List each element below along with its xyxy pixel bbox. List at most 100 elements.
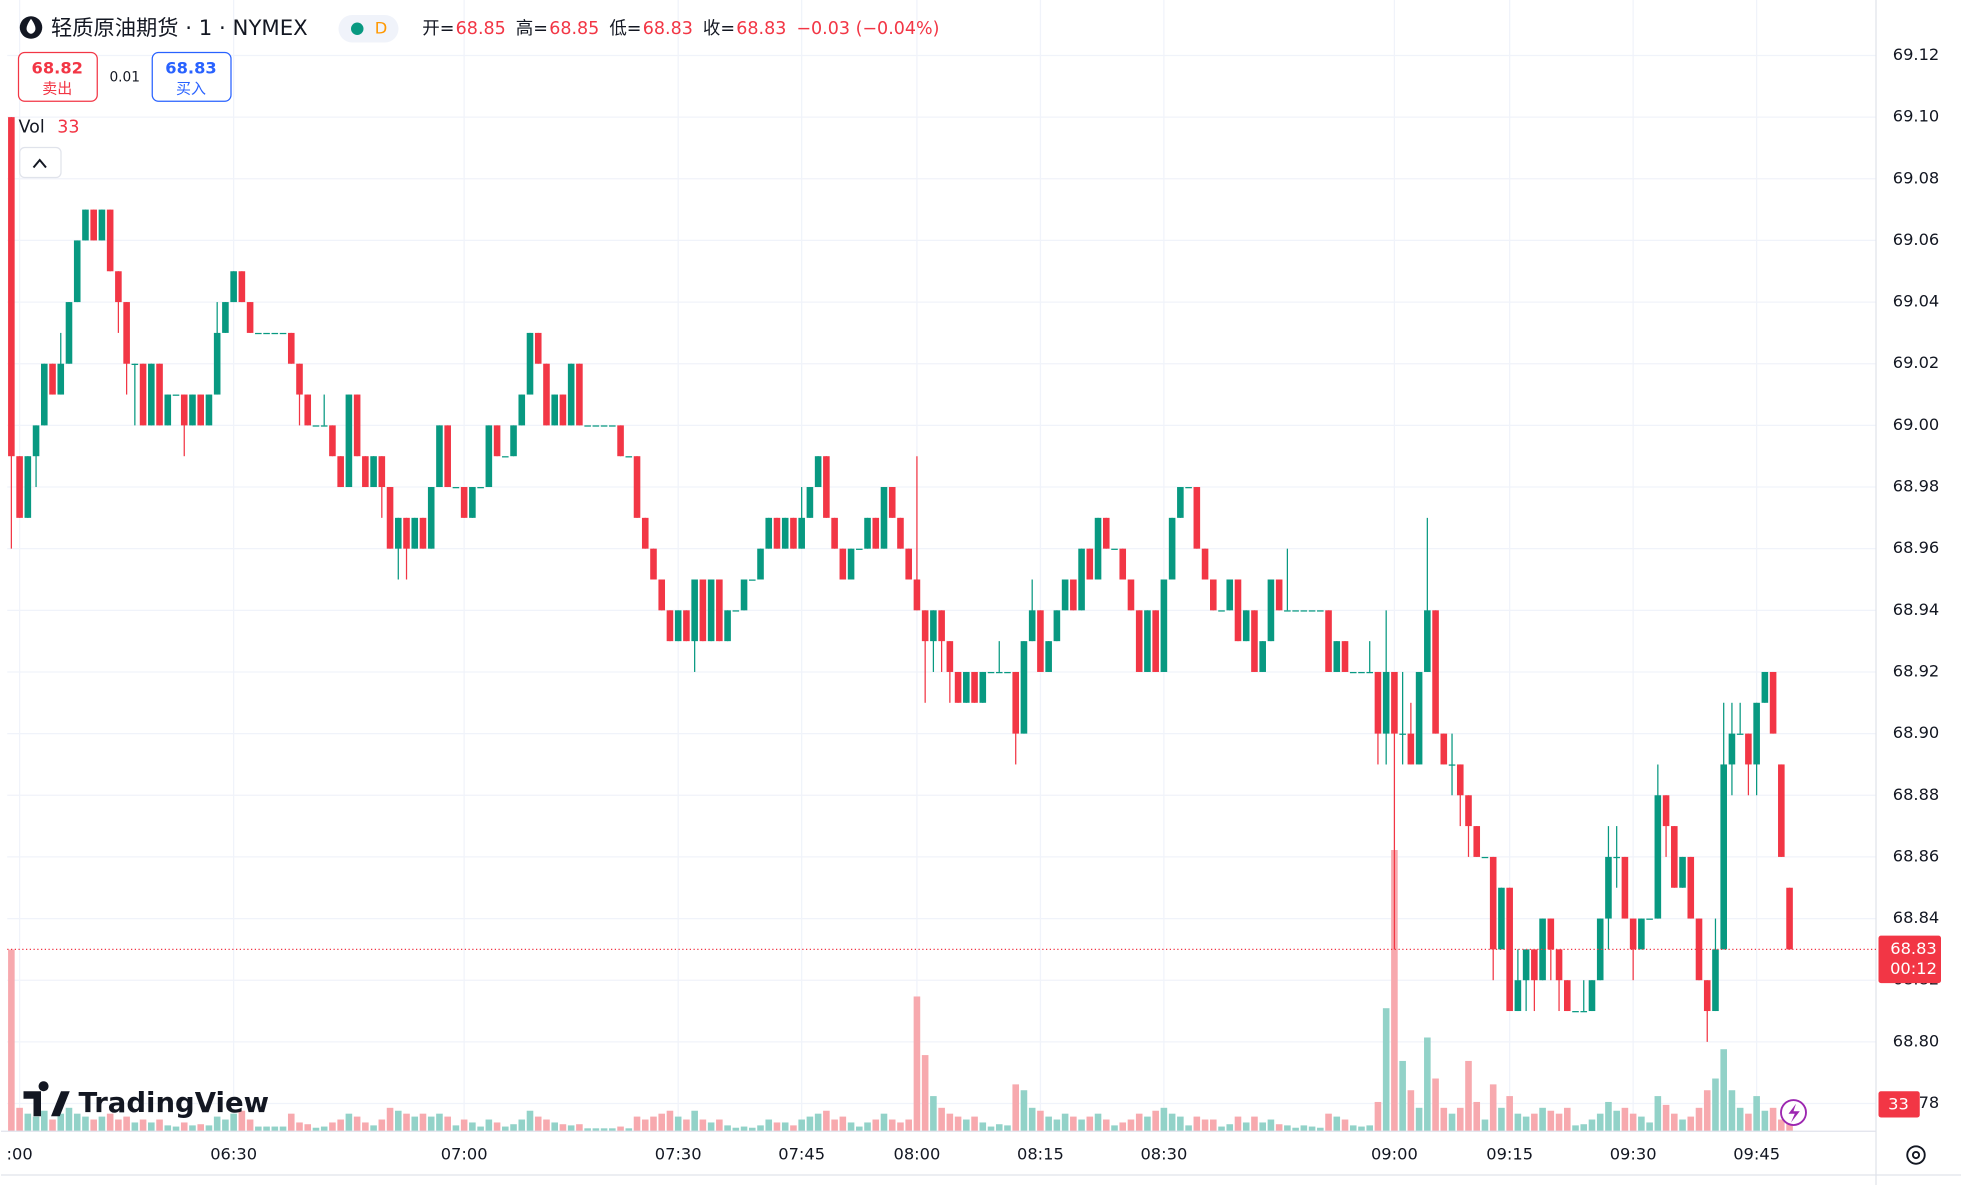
candle-body: [115, 271, 122, 303]
candle-body: [963, 671, 970, 703]
candle-body: [691, 579, 698, 642]
candle-body: [296, 363, 303, 395]
volume-bar: [864, 1122, 871, 1132]
volume-bar: [1761, 1110, 1769, 1132]
candle-body: [543, 363, 550, 426]
volume-bar: [716, 1119, 723, 1132]
sell-button[interactable]: [17, 51, 98, 102]
candle-body: [1177, 487, 1184, 518]
candle-body: [1720, 764, 1727, 950]
candle-body: [287, 332, 295, 364]
volume-bar: [1218, 1126, 1225, 1132]
spread: 0.01: [109, 70, 140, 86]
volume-bar: [469, 1122, 476, 1132]
volume-bar: [650, 1116, 657, 1132]
volume-bar: [600, 1128, 608, 1132]
candle-body: [576, 363, 583, 426]
volume-bar: [1210, 1119, 1217, 1132]
volume-bar: [1399, 1060, 1406, 1132]
candle-body: [304, 394, 312, 426]
volume-bar: [724, 1125, 731, 1132]
volume-bar: [427, 1116, 435, 1132]
volume-bar: [658, 1113, 666, 1132]
volume-bar: [625, 1128, 633, 1132]
volume-bar: [73, 1113, 81, 1132]
volume-bar: [823, 1110, 830, 1132]
x-tick-label: 07:30: [655, 1145, 702, 1164]
badge-label: D: [375, 18, 388, 37]
volume-bar: [1745, 1113, 1752, 1132]
candle-body: [1391, 671, 1398, 734]
volume-bar: [699, 1119, 707, 1132]
x-tick-label: 08:15: [1017, 1145, 1064, 1164]
candle-body: [189, 394, 196, 426]
volume-bar: [748, 1127, 756, 1132]
candle-body: [872, 517, 880, 549]
volume-bar: [386, 1107, 394, 1132]
candle-body: [633, 456, 641, 518]
candle-body: [90, 209, 97, 241]
volume-bar: [1629, 1113, 1637, 1132]
candle-body: [921, 610, 929, 642]
y-tick-label: 69.02: [1893, 353, 1940, 372]
candle-body: [1498, 887, 1505, 950]
status-badge[interactable]: [338, 15, 399, 43]
volume-bar: [287, 1113, 295, 1132]
volume-bar: [1613, 1110, 1620, 1132]
volume-bar: [1127, 1119, 1135, 1132]
candle-body: [1432, 610, 1439, 734]
collapse-button[interactable]: [19, 146, 62, 179]
candle-body: [1349, 671, 1357, 674]
candle-body: [1753, 702, 1760, 765]
candle-body: [551, 394, 558, 426]
candle-body: [1563, 980, 1571, 1012]
buy-button[interactable]: [151, 51, 232, 102]
volume-bar: [1769, 1107, 1777, 1132]
candle-body: [1629, 918, 1637, 950]
lightning-icon: [1788, 1103, 1800, 1123]
volume-bar: [913, 996, 921, 1132]
candle-body: [641, 517, 649, 549]
volume-bar: [534, 1116, 542, 1132]
candle-body: [913, 579, 921, 611]
y-tick-label: 69.08: [1893, 168, 1940, 187]
ohlc-change: −0.03 (−0.04%): [796, 19, 939, 39]
candle-body: [979, 671, 987, 703]
volume-bar: [905, 1119, 912, 1132]
volume-bar: [205, 1125, 213, 1132]
logo[interactable]: TradingView: [23, 1081, 270, 1119]
symbol-title[interactable]: 轻质原油期货 · 1 · NYMEX: [51, 16, 308, 41]
y-tick-label: 69.06: [1893, 230, 1940, 249]
candle-body: [1185, 487, 1192, 489]
x-tick-label: 07:45: [778, 1145, 825, 1164]
candle-body: [617, 425, 624, 457]
candle-body: [82, 209, 89, 241]
candle-body: [436, 425, 443, 488]
volume-bar: [691, 1110, 698, 1132]
settings-button[interactable]: [1906, 1145, 1926, 1165]
candle-body: [172, 394, 180, 396]
volume-bar: [938, 1107, 945, 1132]
volume-bar: [279, 1126, 287, 1132]
volume-bar: [1341, 1119, 1349, 1132]
volume-bar: [1012, 1084, 1020, 1132]
indicator-name[interactable]: Vol: [19, 118, 45, 138]
y-tick-label: 68.96: [1893, 538, 1940, 557]
candle-body: [971, 671, 978, 703]
candle-body: [1218, 610, 1225, 612]
volume-bar: [329, 1122, 336, 1132]
candle-body: [1053, 610, 1061, 642]
volume-bar: [1424, 1037, 1431, 1132]
candle-body: [1037, 610, 1044, 672]
candle-body: [98, 209, 106, 241]
candle-body: [1094, 517, 1102, 580]
volume-bar: [641, 1119, 649, 1132]
settings-icon-core: [1911, 1150, 1921, 1160]
candle-body: [864, 517, 871, 549]
candle-body: [1761, 671, 1769, 703]
candle-body: [1506, 887, 1513, 1012]
volume-bar: [1144, 1116, 1151, 1132]
candle-body: [139, 363, 147, 426]
volume-bar: [123, 1116, 130, 1132]
candle-body: [279, 332, 287, 335]
